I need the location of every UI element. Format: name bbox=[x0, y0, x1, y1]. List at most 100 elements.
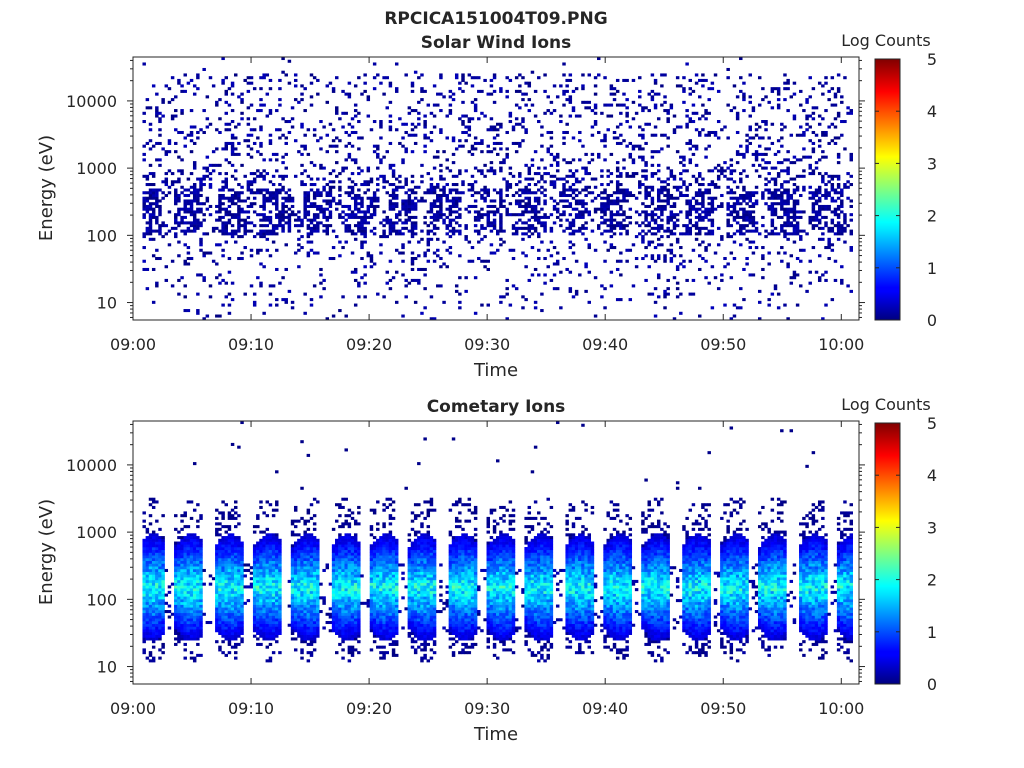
heatmap-cell bbox=[252, 128, 257, 132]
heatmap-cell bbox=[224, 547, 228, 551]
heatmap-cell bbox=[603, 213, 607, 217]
heatmap-cell bbox=[199, 634, 203, 638]
heatmap-cell bbox=[578, 215, 582, 219]
heatmap-cell bbox=[189, 533, 194, 537]
heatmap-cell bbox=[192, 568, 197, 572]
heatmap-cell bbox=[817, 276, 822, 280]
heatmap-cell bbox=[451, 161, 456, 165]
heatmap-cell bbox=[578, 139, 582, 143]
heatmap-cell bbox=[694, 215, 699, 219]
heatmap-cell bbox=[587, 106, 591, 110]
heatmap-cell bbox=[571, 188, 576, 192]
heatmap-cell bbox=[394, 196, 399, 200]
heatmap-cell bbox=[634, 235, 639, 239]
heatmap-cell bbox=[366, 188, 371, 192]
heatmap-cell bbox=[559, 306, 563, 310]
heatmap-cell bbox=[537, 273, 541, 277]
heatmap-cell bbox=[382, 180, 386, 184]
heatmap-cell bbox=[432, 259, 437, 263]
heatmap-cell bbox=[363, 89, 367, 93]
heatmap-cell bbox=[385, 215, 389, 219]
heatmap-cell bbox=[679, 155, 683, 159]
heatmap-cell bbox=[656, 226, 661, 230]
heatmap-cell bbox=[578, 130, 582, 135]
heatmap-cell bbox=[243, 232, 247, 236]
heatmap-cell bbox=[158, 141, 162, 145]
heatmap-cell bbox=[404, 218, 408, 222]
heatmap-cell bbox=[439, 193, 443, 198]
heatmap-cell bbox=[148, 232, 153, 236]
heatmap-cell bbox=[499, 89, 503, 93]
heatmap-cell bbox=[224, 232, 228, 236]
heatmap-cell bbox=[366, 251, 371, 255]
heatmap-cell bbox=[802, 169, 806, 173]
heatmap-cell bbox=[227, 549, 232, 553]
heatmap-cell bbox=[230, 533, 235, 537]
heatmap-cell bbox=[385, 106, 389, 110]
heatmap-cell bbox=[432, 84, 437, 88]
heatmap-cell bbox=[407, 210, 412, 214]
heatmap-cell bbox=[151, 497, 156, 501]
heatmap-cell bbox=[145, 637, 150, 641]
heatmap-cell bbox=[230, 538, 235, 542]
heatmap-cell bbox=[309, 226, 314, 230]
heatmap-cell bbox=[394, 177, 399, 181]
heatmap-cell bbox=[780, 229, 784, 233]
heatmap-cell bbox=[230, 92, 235, 96]
heatmap-cell bbox=[158, 547, 162, 551]
heatmap-cell bbox=[410, 251, 415, 255]
heatmap-cell bbox=[145, 229, 150, 233]
heatmap-cell bbox=[716, 120, 721, 124]
heatmap-cell bbox=[836, 111, 841, 115]
heatmap-cell bbox=[189, 172, 194, 176]
heatmap-cell bbox=[234, 568, 238, 572]
heatmap-cell bbox=[606, 207, 610, 211]
heatmap-cell bbox=[489, 169, 494, 173]
heatmap-cell bbox=[745, 224, 749, 228]
heatmap-cell bbox=[524, 188, 528, 192]
heatmap-cell bbox=[243, 226, 247, 230]
heatmap-cell bbox=[196, 292, 200, 296]
heatmap-cell bbox=[669, 251, 674, 255]
heatmap-cell bbox=[155, 109, 159, 113]
heatmap-cell bbox=[312, 183, 317, 187]
heatmap-cell bbox=[713, 166, 718, 170]
heatmap-cell bbox=[603, 103, 607, 107]
heatmap-cell bbox=[571, 136, 576, 140]
heatmap-cell bbox=[742, 188, 746, 192]
heatmap-cell bbox=[199, 210, 203, 214]
heatmap-cell bbox=[505, 155, 509, 159]
heatmap-cell bbox=[224, 607, 228, 611]
heatmap-cell bbox=[350, 213, 355, 217]
heatmap-cell bbox=[186, 577, 191, 581]
heatmap-cell bbox=[350, 196, 355, 200]
heatmap-cell bbox=[391, 196, 396, 200]
heatmap-cell bbox=[202, 183, 206, 187]
heatmap-cell bbox=[303, 191, 307, 195]
heatmap-cell bbox=[748, 246, 752, 250]
heatmap-cell bbox=[830, 243, 835, 247]
heatmap-cell bbox=[802, 155, 806, 159]
heatmap-cell bbox=[537, 180, 541, 184]
heatmap-cell bbox=[183, 204, 187, 208]
heatmap-cell bbox=[666, 199, 670, 203]
heatmap-cell bbox=[581, 232, 585, 236]
heatmap-cell bbox=[189, 500, 194, 504]
heatmap-cell bbox=[158, 158, 162, 162]
heatmap-cell bbox=[218, 549, 222, 553]
heatmap-cell bbox=[221, 651, 225, 655]
heatmap-cell bbox=[148, 514, 153, 518]
heatmap-cell bbox=[735, 202, 740, 206]
heatmap-cell bbox=[593, 103, 598, 107]
heatmap-cell bbox=[656, 229, 661, 233]
heatmap-cell bbox=[799, 210, 803, 214]
heatmap-cell bbox=[145, 527, 150, 531]
heatmap-cell bbox=[306, 226, 311, 230]
heatmap-cell bbox=[581, 199, 585, 203]
heatmap-cell bbox=[353, 213, 358, 217]
heatmap-cell bbox=[805, 155, 809, 159]
heatmap-cell bbox=[704, 276, 708, 280]
heatmap-cell bbox=[748, 210, 752, 214]
heatmap-cell bbox=[704, 147, 708, 151]
heatmap-cell bbox=[830, 177, 835, 181]
